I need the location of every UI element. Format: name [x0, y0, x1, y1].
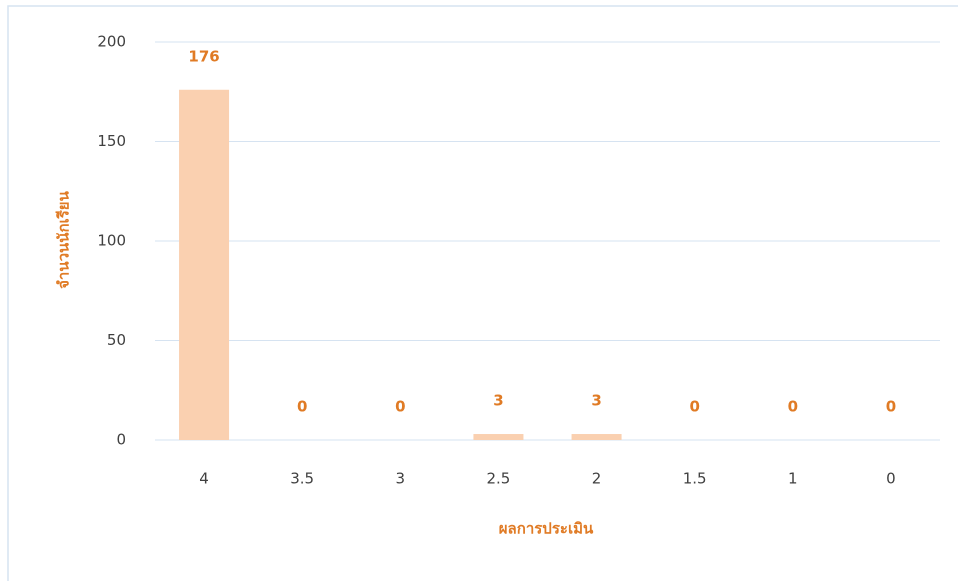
- data-label: 0: [788, 398, 798, 416]
- data-label: 3: [493, 392, 503, 410]
- data-label: 176: [188, 47, 219, 65]
- data-label: 0: [395, 398, 405, 416]
- data-label: 0: [886, 398, 896, 416]
- bar: [571, 434, 622, 440]
- y-tick-label: 150: [97, 132, 126, 150]
- x-tick-label: 1: [788, 470, 798, 488]
- x-tick-label: 1.5: [683, 470, 707, 488]
- y-tick-label: 100: [97, 232, 126, 250]
- x-tick-label: 3.5: [290, 470, 314, 488]
- chart-frame: [7, 5, 958, 581]
- bar: [179, 89, 230, 440]
- y-tick-label: 200: [97, 33, 126, 51]
- x-tick-label: 0: [886, 470, 896, 488]
- bar: [473, 434, 524, 440]
- data-label: 3: [591, 392, 601, 410]
- x-tick-label: 3: [396, 470, 406, 488]
- y-tick-label: 50: [107, 331, 126, 349]
- y-axis-label: จำนวนนักเรียน: [55, 190, 73, 288]
- x-tick-label: 2.5: [487, 470, 511, 488]
- data-label: 0: [297, 398, 307, 416]
- data-label: 0: [689, 398, 699, 416]
- x-tick-label: 4: [199, 470, 209, 488]
- x-axis-label: ผลการประเมิน: [499, 520, 594, 538]
- x-tick-label: 2: [592, 470, 602, 488]
- y-tick-label: 0: [116, 431, 126, 449]
